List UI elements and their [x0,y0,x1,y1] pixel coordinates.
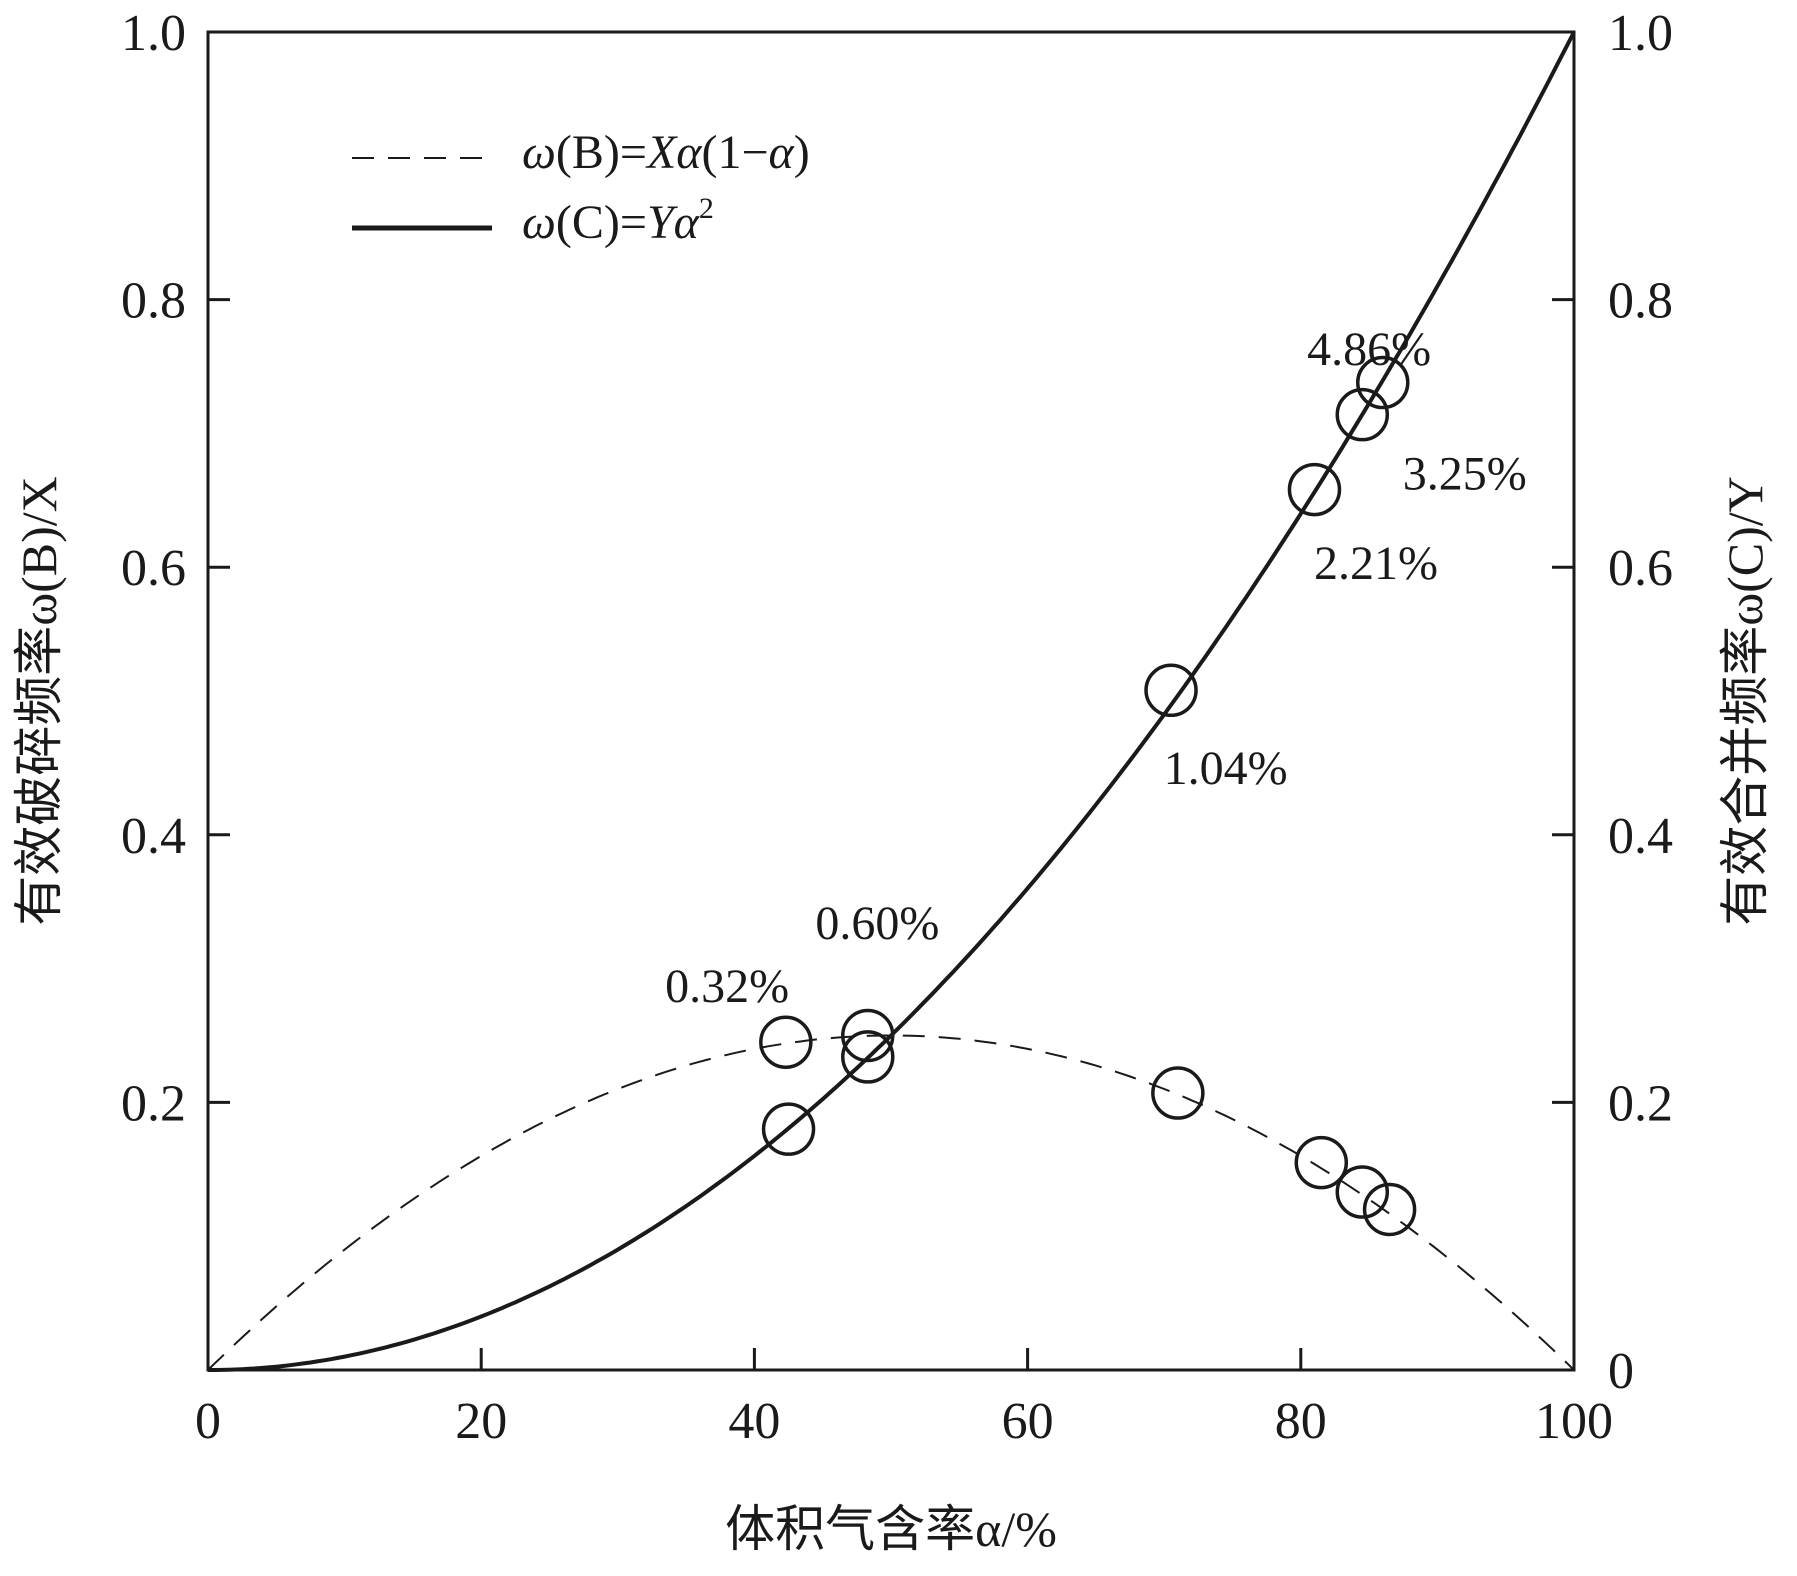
x-tick-label-20: 20 [455,1393,507,1450]
y-left-tick-label-0.6: 0.6 [121,540,186,597]
coalescence-point-1 [841,1030,895,1084]
legend-b-alpha2: α [769,126,795,179]
y-left-tick-label-1.0: 1.0 [121,5,186,62]
legend-b-x: X [645,126,678,179]
x-tick-label-80: 80 [1275,1393,1327,1450]
x-tick-label-0: 0 [195,1393,221,1450]
breakage-point-2 [1151,1066,1205,1120]
series-coalescence-curve [208,31,1576,1372]
x-tick-label-40: 40 [728,1393,780,1450]
point-annotations: 0.32% 0.60% 1.04% 2.21% 3.25% 4.86% [665,323,1527,1013]
legend-b-alpha: α [676,126,702,179]
breakage-point-1 [841,1008,895,1063]
breakage-point-0 [759,1015,813,1069]
breakage-point-4 [1335,1165,1390,1219]
plot-frame [206,30,1576,1372]
x-tick-label-100: 100 [1535,1393,1613,1450]
legend-b-close: ) [794,126,810,179]
y-right-tick-label-0: 0 [1608,1343,1634,1400]
annotation-0: 0.32% [665,960,789,1013]
legend-c-paren: (C)= [556,196,647,249]
legend-c-alpha: α [674,196,700,249]
coalescence-point-0 [761,1102,816,1156]
annotation-5: 4.86% [1307,323,1431,376]
series-breakage-curve [207,1034,1575,1371]
y-right-tick-label-1.0: 1.0 [1608,5,1673,62]
coalescence-point-2 [1144,663,1198,718]
data-markers [759,355,1417,1237]
breakage-point-5 [1362,1182,1417,1237]
y-left-tick-label-0.4: 0.4 [121,808,186,865]
legend-b-omega: ω [522,126,556,179]
legend-c-omega: ω [522,196,556,249]
breakage-point-3 [1294,1135,1349,1190]
y-right-tick-label-0.6: 0.6 [1608,540,1673,597]
legend-b-rest: (1− [701,126,768,179]
legend: ω(B)=Xα(1−α) ω(C)=Yα2 [352,126,810,249]
annotation-4: 3.25% [1403,448,1527,501]
legend-b-paren: (B)= [556,126,647,179]
x-tick-label-60: 60 [1002,1393,1054,1450]
y-axis-title-right: 有效合并频率ω(C)/Y [1717,476,1773,926]
legend-label-breakage: ω(B)=Xα(1−α) [522,126,810,179]
annotation-2: 1.04% [1164,742,1288,795]
y-axis-title-left: 有效破碎频率ω(B)/X [11,476,67,926]
axis-tick-labels: 0 20 40 60 80 100 0.2 0.4 0.6 0.8 1.0 0 0.2 0.4 0.6 0.8… [121,5,1673,1450]
y-right-tick-label-0.2: 0.2 [1608,1075,1673,1132]
y-left-tick-label-0.2: 0.2 [121,1075,186,1132]
y-right-tick-label-0.4: 0.4 [1608,808,1673,865]
y-right-tick-label-0.8: 0.8 [1608,273,1673,330]
legend-c-y: Y [647,196,678,249]
x-axis-title: 体积气含率α/% [725,1501,1057,1557]
legend-label-coalescence: ω(C)=Yα2 [522,192,714,249]
coalescence-point-5 [1356,355,1410,410]
legend-c-sup: 2 [699,192,714,225]
annotation-1: 0.60% [815,897,939,950]
coalescence-point-4 [1335,387,1390,442]
y-left-tick-label-0.8: 0.8 [121,273,186,330]
axis-ticks [206,30,1576,1372]
annotation-3: 2.21% [1314,537,1438,590]
coalescence-point-3 [1287,462,1342,517]
